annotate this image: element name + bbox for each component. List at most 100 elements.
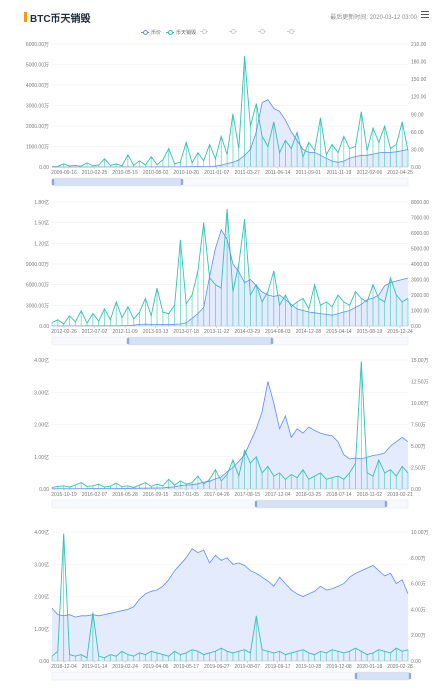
y-left-tick-label: 1.00亿 <box>34 454 49 461</box>
y-right-tick-label: 7000.00 <box>411 216 429 222</box>
y-left-tick-label: 1.80亿 <box>34 199 49 206</box>
legend-item-destroy[interactable]: 币天销毁 <box>166 29 196 36</box>
y-left-tick-label: 0.00 <box>39 659 49 665</box>
legend-marker-icon <box>287 29 295 35</box>
x-tick-label: 2019-12-08 <box>326 664 352 670</box>
zoom-handle-icon[interactable] <box>126 338 130 344</box>
x-tick-label: 2019-01-14 <box>82 664 108 670</box>
y-right-tick-label: 120.00 <box>411 95 427 101</box>
x-tick-label: 2016-02-07 <box>82 492 108 498</box>
price-series-line <box>52 381 409 490</box>
legend-item-price[interactable]: 币价 <box>141 29 161 36</box>
legend-marker-icon <box>141 30 149 36</box>
legend-label: 币价 <box>151 30 162 36</box>
chart-panel-3: 0.00 1.00亿 2.00亿 3.00亿 4.00亿 0.00 2.50万 5.00万 7.… <box>34 357 429 509</box>
x-tick-label: 2012-11-09 <box>112 329 137 335</box>
y-right-tick-label: 2000.00 <box>411 293 429 299</box>
x-tick-label: 2011-09-01 <box>296 170 321 176</box>
y-right-tick-label: 5.00万 <box>411 444 426 450</box>
x-tick-label: 2019-10-28 <box>296 664 322 670</box>
x-tick-label: 2011-01-07 <box>204 170 229 176</box>
legend-item-disabled[interactable] <box>287 29 297 35</box>
price-area <box>52 99 408 167</box>
x-tick-label: 2014-12-08 <box>296 329 322 335</box>
x-tick-label: 2013-03-13 <box>143 329 169 335</box>
x-tick-label: 2011-06-14 <box>265 170 290 176</box>
legend-marker-icon <box>166 30 174 36</box>
x-tick-label: 2010-02-25 <box>82 170 108 176</box>
y-left-tick-label: 0.00 <box>39 487 49 493</box>
x-tick-label: 2017-01-05 <box>173 492 199 498</box>
zoom-selection[interactable] <box>256 500 386 508</box>
y-left-tick-label: 3.00亿 <box>34 561 49 568</box>
y-right-tick-label: 150.00 <box>411 77 427 83</box>
menu-icon[interactable] <box>421 11 429 19</box>
y-left-tick-label: 2000.00万 <box>26 124 49 130</box>
x-tick-label: 2012-02-26 <box>51 329 77 335</box>
zoom-selection[interactable] <box>356 672 410 680</box>
chart-panel-4: 0.00 1.00亿 2.00亿 3.00亿 4.00亿 0.00 2.00万 4.00万 6.… <box>34 529 429 681</box>
y-right-tick-label: 30.00 <box>411 147 424 153</box>
y-left-tick-label: 1.00亿 <box>34 626 49 633</box>
y-right-tick-label: 90.00 <box>411 112 424 118</box>
zoom-selection[interactable] <box>128 337 272 345</box>
legend-item-disabled[interactable] <box>258 29 268 35</box>
y-right-tick-label: 8000.00 <box>411 200 429 206</box>
x-tick-label: 2019-02-21 <box>387 492 413 498</box>
x-tick-label: 2018-07-14 <box>326 492 352 498</box>
zoom-handle-icon[interactable] <box>254 501 258 507</box>
zoom-handle-icon[interactable] <box>270 338 274 344</box>
x-tick-label: 2012-04-25 <box>387 170 413 176</box>
x-tick-label: 2017-08-15 <box>234 492 260 498</box>
x-tick-label: 2014-03-29 <box>234 329 260 335</box>
zoom-handle-icon[interactable] <box>180 179 184 185</box>
legend-label: 币天销毁 <box>176 30 197 36</box>
y-right-tick-label: 15.00万 <box>411 358 429 364</box>
chart-legend: 币价 币天销毁 <box>0 29 443 39</box>
x-tick-label: 2015-12-24 <box>387 329 413 335</box>
price-series-line <box>51 548 409 618</box>
x-tick-label: 2017-04-26 <box>204 492 230 498</box>
legend-item-disabled[interactable] <box>200 29 210 35</box>
y-left-tick-label: 1.50亿 <box>34 220 49 227</box>
legend-marker-icon <box>229 29 237 35</box>
title-accent-bar <box>24 12 27 22</box>
zoom-handle-icon[interactable] <box>384 501 388 507</box>
legend-marker-icon <box>200 29 208 35</box>
zoom-track <box>51 671 409 681</box>
destroy-series-line <box>51 56 409 168</box>
zoom-track <box>51 499 409 509</box>
x-tick-label: 2020-02-28 <box>387 664 413 670</box>
chart-panel-1: 0.00 1000.00万 2000.00万 3000.00万 4000.00万 5000… <box>26 42 427 187</box>
x-tick-label: 2010-10-20 <box>173 170 199 176</box>
x-tick-label: 2010-05-15 <box>112 170 138 176</box>
legend-item-disabled[interactable] <box>229 29 239 35</box>
zoom-handle-icon[interactable] <box>51 179 55 185</box>
y-right-tick-label: 210.00 <box>411 42 427 48</box>
zoom-selection[interactable] <box>53 178 182 186</box>
legend-marker-icon <box>258 29 266 35</box>
y-left-tick-label: 6000.00万 <box>26 42 49 48</box>
y-left-tick-label: 4.00亿 <box>34 529 49 536</box>
zoom-handle-icon[interactable] <box>408 673 412 679</box>
x-tick-label: 2013-11-22 <box>204 329 229 335</box>
y-left-tick-label: 3000.00万 <box>26 104 49 110</box>
x-tick-label: 2016-05-28 <box>112 492 138 498</box>
y-right-tick-label: 6000.00 <box>411 231 429 237</box>
x-tick-label: 2019-04-06 <box>143 664 169 670</box>
y-right-tick-label: 1000.00 <box>411 309 429 315</box>
y-right-tick-label: 2.50万 <box>411 466 426 472</box>
x-tick-label: 2019-09-17 <box>265 664 291 670</box>
y-left-tick-label: 4.00亿 <box>34 357 49 364</box>
y-left-tick-label: 0.00 <box>39 165 49 171</box>
x-tick-label: 2011-11-19 <box>326 170 351 176</box>
y-left-tick-label: 0.00 <box>39 324 49 330</box>
x-tick-label: 2011-03-27 <box>235 170 260 176</box>
y-right-tick-label: 10.00万 <box>411 530 429 536</box>
x-tick-label: 2010-08-02 <box>143 170 169 176</box>
y-left-tick-label: 1.20亿 <box>34 240 49 247</box>
y-right-tick-label: 0.00 <box>411 659 421 665</box>
zoom-handle-icon[interactable] <box>354 673 358 679</box>
x-tick-label: 2012-02-06 <box>357 170 383 176</box>
y-right-tick-label: 4000.00 <box>411 262 429 268</box>
